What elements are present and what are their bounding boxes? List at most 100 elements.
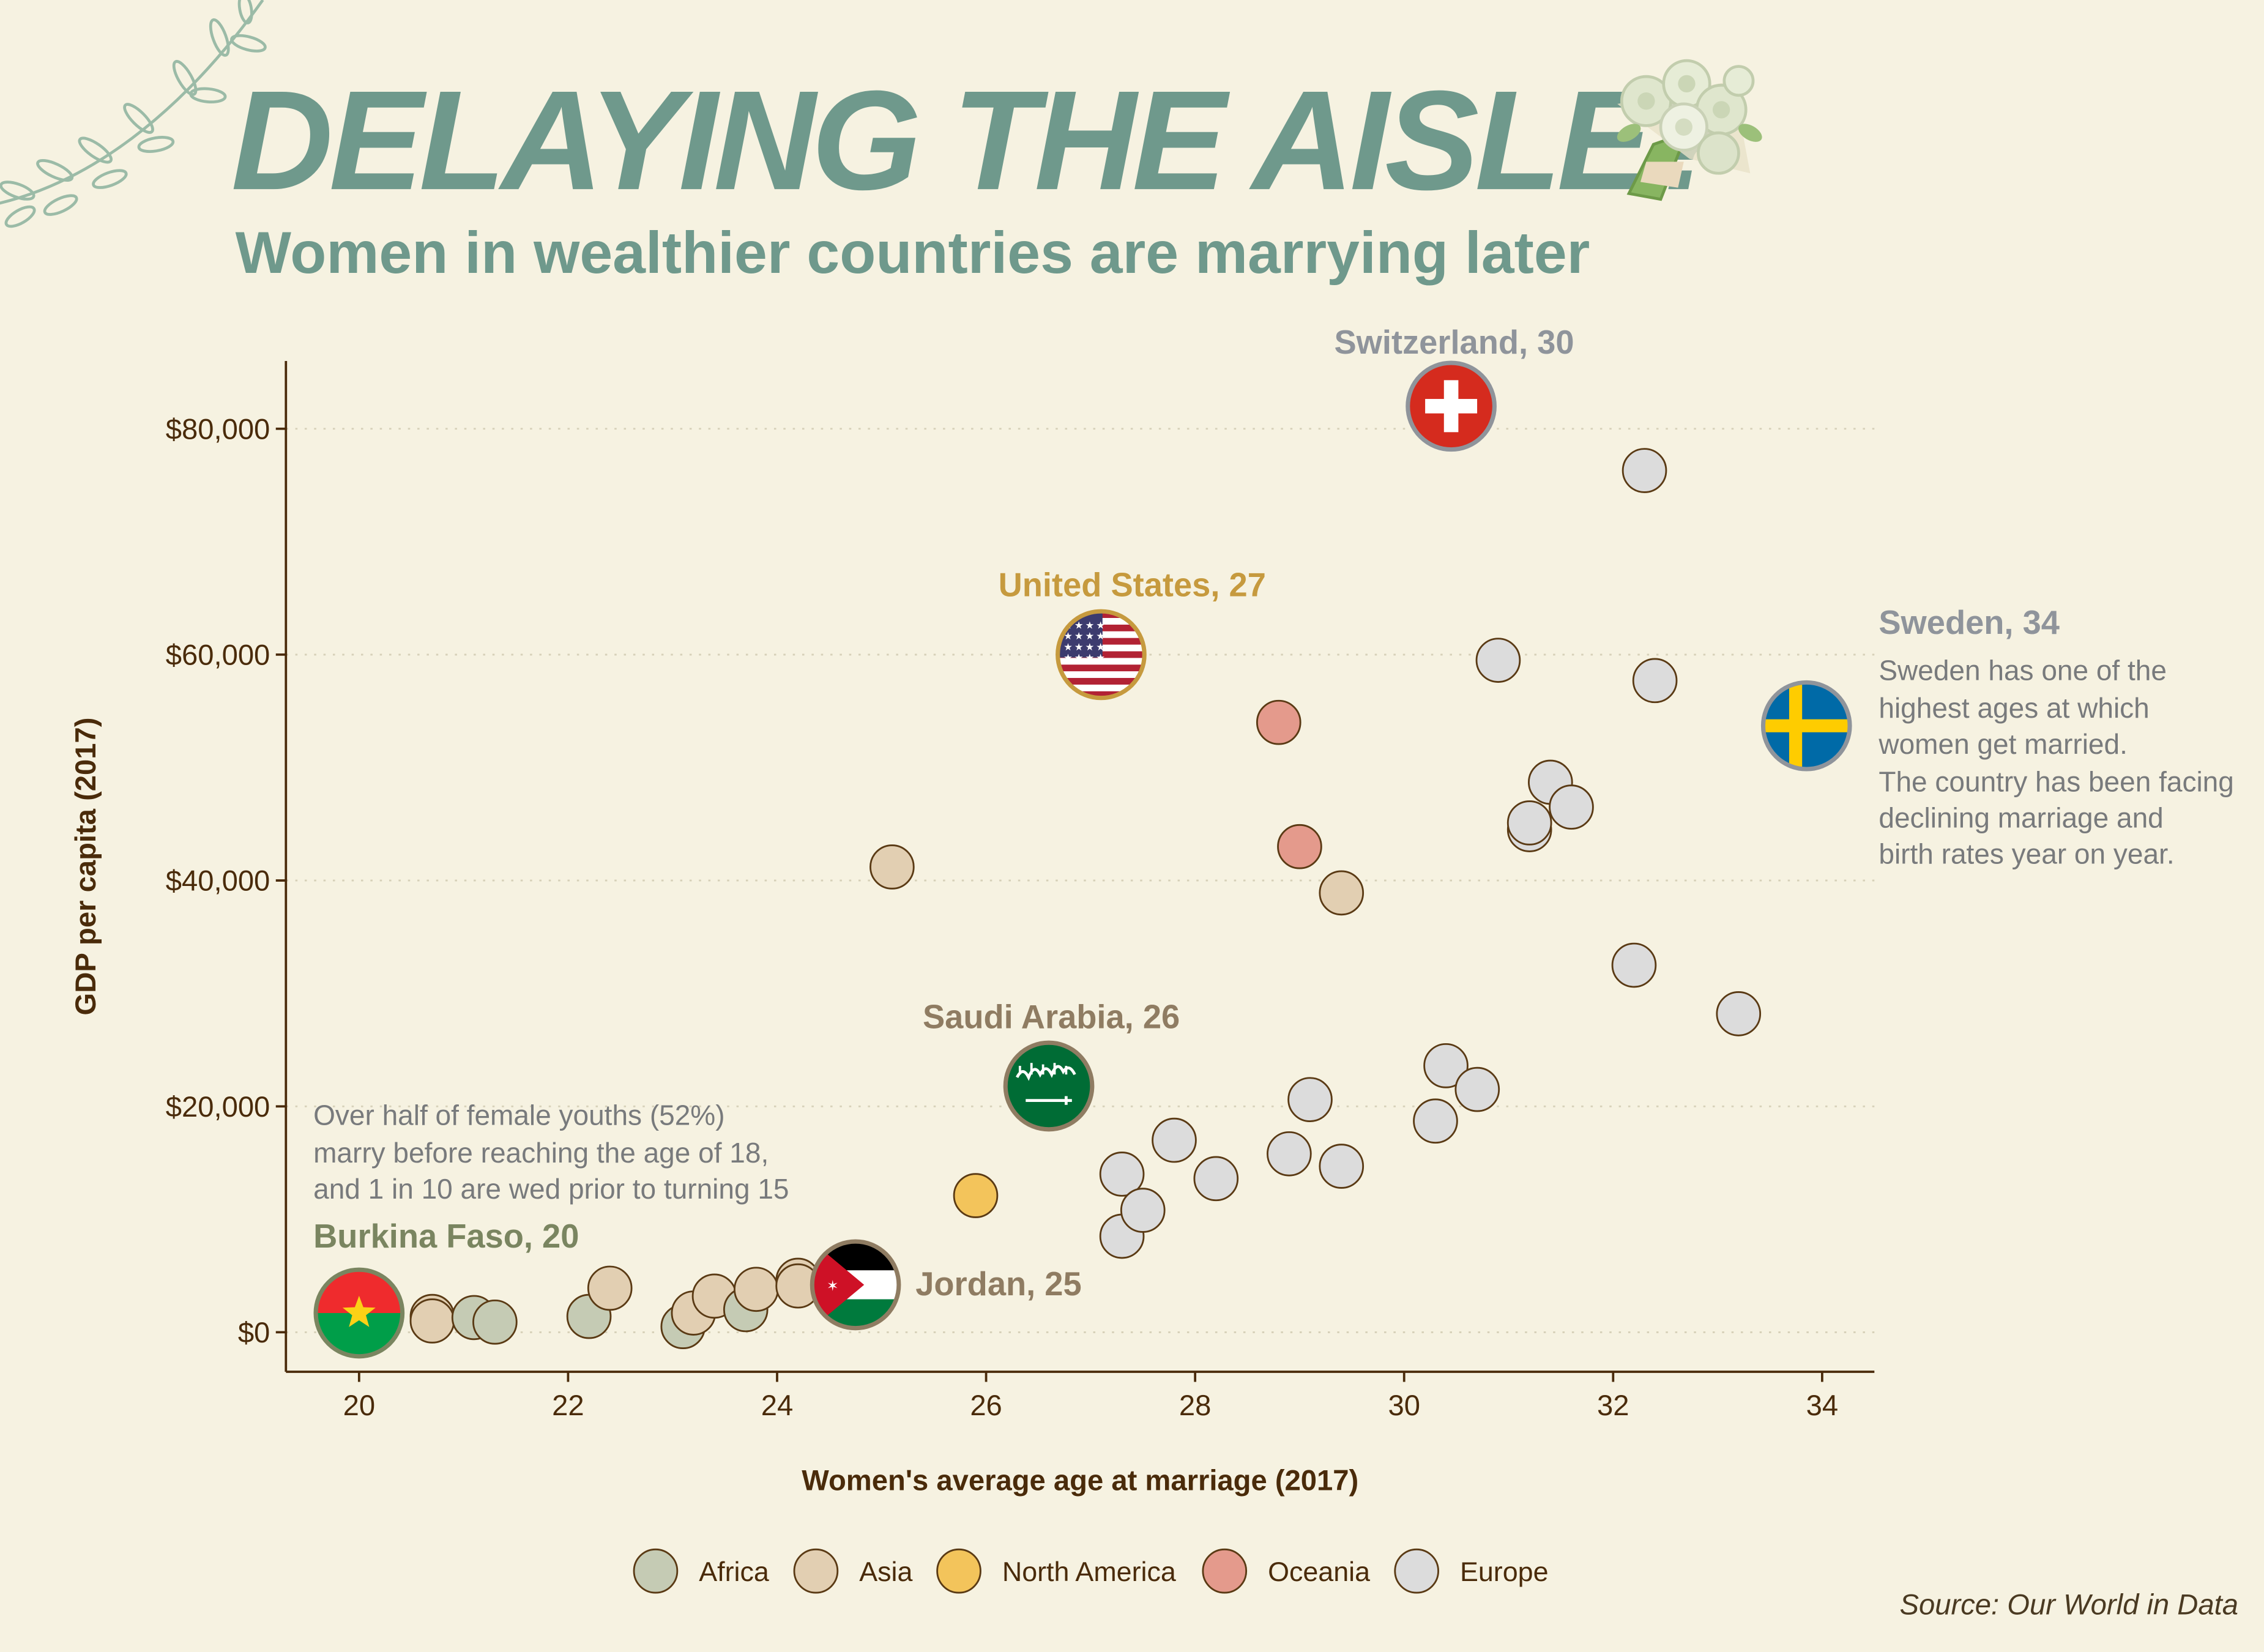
- legend-swatch: [1202, 1548, 1248, 1594]
- data-point-europe: [1506, 800, 1552, 846]
- legend-swatch: [1394, 1548, 1439, 1594]
- callout-label-sweden: Sweden, 34: [1879, 604, 2060, 641]
- page-subtitle: Women in wealthier countries are marryin…: [235, 219, 1590, 286]
- data-point-africa: [472, 1299, 518, 1345]
- data-point-europe: [1099, 1152, 1145, 1197]
- data-point-asia: [1319, 870, 1365, 916]
- data-point-asia: [734, 1267, 779, 1312]
- svg-text:✶: ✶: [827, 1278, 839, 1293]
- svg-text:★: ★: [1074, 653, 1084, 664]
- legend-label: North America: [1002, 1556, 1176, 1587]
- svg-text:★: ★: [1074, 642, 1084, 653]
- data-points: [409, 448, 1762, 1349]
- x-tick-label: 20: [343, 1390, 376, 1422]
- data-point-europe: [1267, 1131, 1312, 1177]
- svg-text:★: ★: [1085, 631, 1094, 642]
- legend-label: Oceania: [1268, 1556, 1370, 1587]
- svg-text:★: ★: [1096, 653, 1105, 664]
- axis-ticks: $0 $20,000 $40,000 $60,000 $80,000 20 22 24 26 28…: [166, 413, 1838, 1422]
- data-point-europe: [1152, 1117, 1197, 1163]
- legend-label: Europe: [1460, 1556, 1549, 1587]
- svg-text:★: ★: [1074, 631, 1084, 642]
- svg-text:★: ★: [1096, 642, 1105, 653]
- jordan-flag-icon: ✶: [810, 1239, 901, 1331]
- legend-swatch: [936, 1548, 981, 1594]
- note-line: marry before reaching the age of 18,: [313, 1137, 769, 1169]
- data-point-europe: [1193, 1156, 1239, 1202]
- data-point-europe: [1413, 1098, 1458, 1144]
- page-title: DELAYING THE AISLE?: [231, 61, 1733, 220]
- svg-text:★: ★: [1063, 642, 1073, 653]
- burkina-faso-flag-icon: [313, 1267, 405, 1359]
- data-point-europe: [1287, 1077, 1333, 1122]
- legend-item-asia: Asia: [793, 1548, 912, 1594]
- switzerland-flag-icon: [1406, 360, 1497, 452]
- note-line: women get married.: [1878, 728, 2128, 760]
- x-tick-label: 32: [1597, 1390, 1629, 1422]
- legend-item-europe: Europe: [1394, 1548, 1549, 1594]
- x-tick-label: 34: [1806, 1390, 1839, 1422]
- sweden-flag-icon: [1760, 680, 1852, 772]
- note-line: birth rates year on year.: [1879, 838, 2174, 869]
- data-point-europe: [1716, 991, 1762, 1036]
- legend-swatch: [793, 1548, 839, 1594]
- svg-text:★: ★: [1085, 642, 1094, 653]
- data-point-oceania: [1256, 699, 1301, 745]
- callout-label-burkina-faso: Burkina Faso, 20: [313, 1218, 579, 1255]
- y-tick-label: $0: [238, 1317, 270, 1349]
- callout-label-saudi-arabia: Saudi Arabia, 26: [923, 998, 1180, 1035]
- legend-item-africa: Africa: [633, 1548, 769, 1594]
- united-states-flag-icon: ★ ★ ★ ★★ ★ ★ ★★ ★ ★ ★★ ★ ★ ★: [1056, 609, 1147, 701]
- legend-swatch: [633, 1548, 679, 1594]
- data-point-europe: [1454, 1066, 1500, 1112]
- x-tick-label: 28: [1179, 1390, 1212, 1422]
- legend-label: Africa: [699, 1556, 769, 1587]
- y-tick-label: $60,000: [166, 639, 270, 671]
- data-point-europe: [1319, 1144, 1365, 1189]
- legend-item-oceania: Oceania: [1202, 1548, 1370, 1594]
- callout-label-jordan: Jordan, 25: [915, 1265, 1081, 1303]
- data-point-asia: [409, 1298, 455, 1344]
- note-line: and 1 in 10 are wed prior to turning 15: [313, 1173, 789, 1205]
- y-tick-label: $20,000: [166, 1091, 270, 1123]
- data-point-europe: [1120, 1188, 1166, 1233]
- y-tick-label: $80,000: [166, 413, 270, 445]
- burkina-faso-note: Over half of female youths (52%) marry b…: [313, 1099, 789, 1204]
- note-line: The country has been facing: [1879, 765, 2233, 797]
- note-line: Sweden has one of the: [1879, 655, 2167, 686]
- legend-item-north-america: North America: [936, 1548, 1176, 1594]
- svg-text:★: ★: [1096, 631, 1105, 642]
- data-point-europe: [1549, 784, 1594, 830]
- x-axis-title: Women's average age at marriage (2017): [802, 1465, 1358, 1497]
- data-point-europe: [1475, 638, 1521, 683]
- data-point-asia: [869, 844, 915, 890]
- callout-label-switzerland: Switzerland, 30: [1334, 324, 1574, 361]
- highlighted-countries: ★ ★ ★ ★★ ★ ★ ★★ ★ ★ ★★ ★ ★ ★ ✶: [313, 360, 1852, 1359]
- data-point-europe: [1622, 448, 1667, 493]
- svg-text:★: ★: [1096, 620, 1105, 631]
- svg-text:★: ★: [1085, 653, 1094, 664]
- saudi-arabia-flag-icon: [1003, 1040, 1095, 1132]
- y-axis-title: GDP per capita (2017): [70, 718, 102, 1016]
- svg-text:★: ★: [1074, 620, 1084, 631]
- data-point-oceania: [1277, 824, 1322, 869]
- data-point-europe: [1423, 1043, 1469, 1088]
- x-tick-label: 22: [552, 1390, 584, 1422]
- sweden-note: Sweden has one of the highest ages at wh…: [1878, 655, 2233, 870]
- x-tick-label: 26: [970, 1390, 1002, 1422]
- svg-text:★: ★: [1063, 631, 1073, 642]
- callout-label-united-states: United States, 27: [999, 567, 1266, 604]
- y-tick-label: $40,000: [166, 865, 270, 898]
- note-line: declining marriage and: [1879, 802, 2163, 833]
- data-point-europe: [1632, 658, 1678, 704]
- svg-text:★: ★: [1085, 620, 1094, 631]
- legend: Africa Asia North America Oceania Europe: [633, 1548, 1549, 1594]
- data-point-north-america: [953, 1173, 999, 1218]
- x-tick-label: 24: [761, 1390, 794, 1422]
- note-line: highest ages at which: [1879, 692, 2149, 724]
- grid-lines: [286, 428, 1875, 1333]
- data-point-asia: [587, 1265, 633, 1311]
- svg-text:★: ★: [1063, 653, 1073, 664]
